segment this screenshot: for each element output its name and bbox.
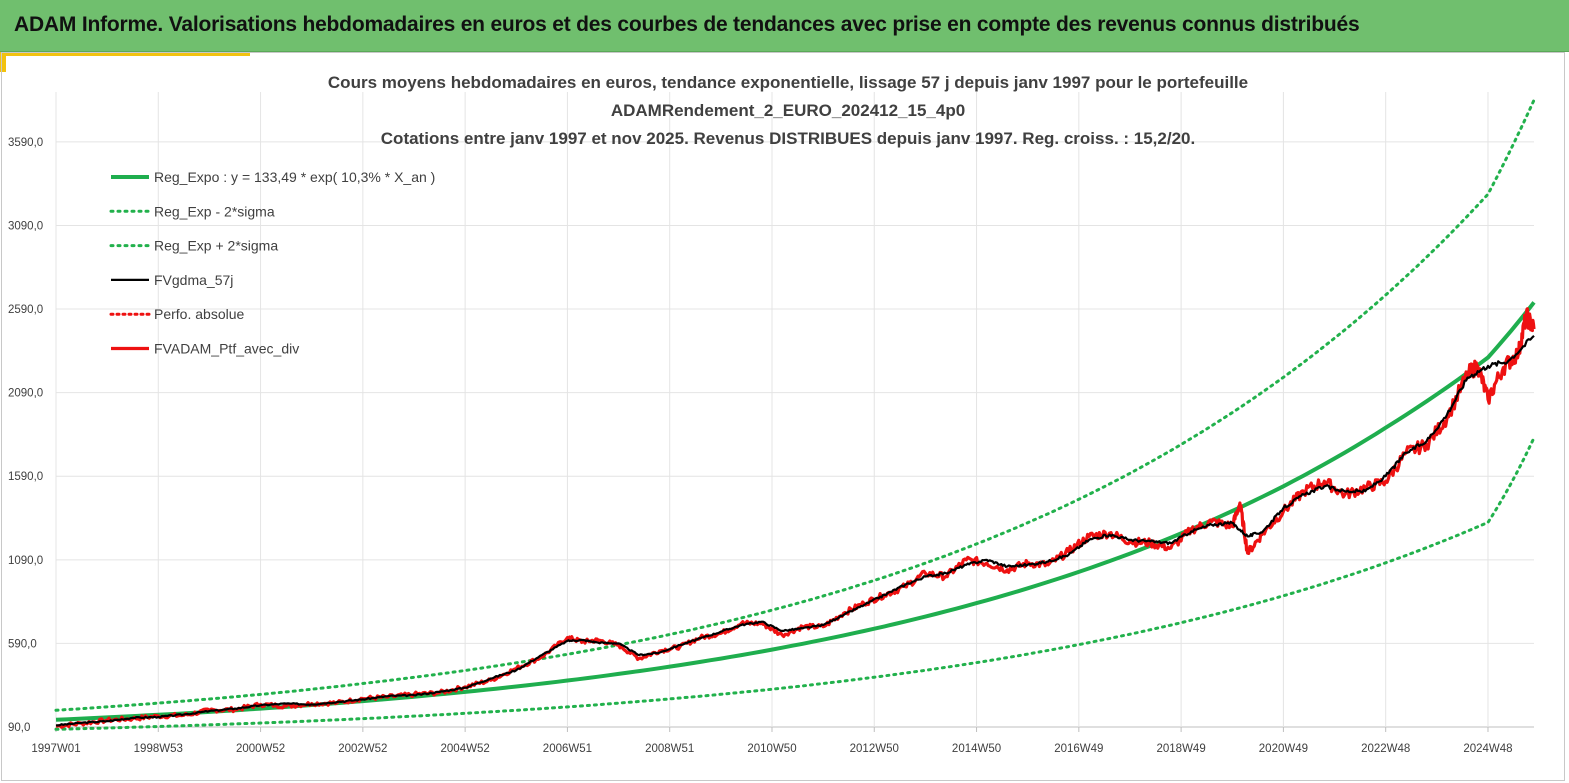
x-tick-label: 2002W52: [338, 743, 387, 755]
x-tick-label: 2004W52: [441, 743, 490, 755]
chart-title-line-1: Cours moyens hebdomadaires en euros, ten…: [328, 73, 1248, 92]
accent-bar-top: [0, 52, 250, 56]
x-tick-label: 2020W49: [1259, 743, 1308, 755]
x-tick-label: 2010W50: [747, 743, 796, 755]
chart-title-line-3: Cotations entre janv 1997 et nov 2025. R…: [381, 129, 1195, 148]
series-line-reg-low: [54, 436, 1536, 731]
x-tick-label: 2000W52: [236, 743, 285, 755]
legend-label-reg-expo: Reg_Expo : y = 133,49 * exp( 10,3% * X_a…: [154, 169, 435, 185]
accent-bar-left: [0, 52, 6, 72]
page-title: ADAM Informe. Valorisations hebdomadaire…: [14, 13, 1360, 36]
series-line-gdma: [55, 335, 1535, 727]
chart-frame: [1, 52, 1565, 781]
x-tick-label: 1998W53: [134, 743, 183, 755]
legend: Reg_Expo : y = 133,49 * exp( 10,3% * X_a…: [109, 169, 435, 357]
x-tick-label: 2016W49: [1054, 743, 1103, 755]
gridlines: [55, 92, 1534, 732]
x-tick-label: 2012W50: [850, 743, 899, 755]
x-tick-label: 2006W51: [543, 743, 592, 755]
y-tick-label: 2090,0: [8, 388, 43, 400]
chart-title-line-2: ADAMRendement_2_EURO_202412_15_4p0: [611, 101, 965, 120]
x-tick-label: 2008W51: [645, 743, 694, 755]
y-tick-label: 1090,0: [8, 555, 43, 567]
y-tick-label: 3590,0: [8, 137, 43, 149]
y-tick-label: 90,0: [8, 722, 30, 734]
series-line-reg-high: [54, 98, 1536, 712]
series-line-reg-expo: [55, 301, 1536, 722]
x-axis-ticks: 1997W01 1998W53 2000W52 2002W52 2004W52 2006W…: [31, 743, 1512, 755]
x-tick-label: 1997W01: [31, 743, 80, 755]
x-tick-label: 2024W48: [1463, 743, 1512, 755]
x-tick-label: 2018W49: [1157, 743, 1206, 755]
y-tick-label: 2590,0: [8, 304, 43, 316]
legend-label-perfo: Perfo. absolue: [154, 306, 244, 322]
page-banner: ADAM Informe. Valorisations hebdomadaire…: [0, 0, 1569, 52]
legend-label-reg-low: Reg_Exp - 2*sigma: [154, 203, 275, 219]
y-tick-label: 3090,0: [8, 220, 43, 232]
legend-label-gdma: FVgdma_57j: [154, 272, 233, 288]
legend-label-reg-high: Reg_Exp + 2*sigma: [154, 238, 278, 254]
series-line-ptf: [55, 307, 1536, 729]
y-tick-label: 590,0: [8, 638, 37, 650]
legend-label-ptf: FVADAM_Ptf_avec_div: [154, 341, 299, 357]
y-tick-label: 1590,0: [8, 471, 43, 483]
x-tick-label: 2014W50: [952, 743, 1001, 755]
series-layer: [54, 98, 1536, 731]
x-tick-label: 2022W48: [1361, 743, 1410, 755]
y-axis-ticks: 90,0 590,0 1090,0 1590,0 2090,0 2590,0 3090,0 3…: [8, 137, 43, 734]
